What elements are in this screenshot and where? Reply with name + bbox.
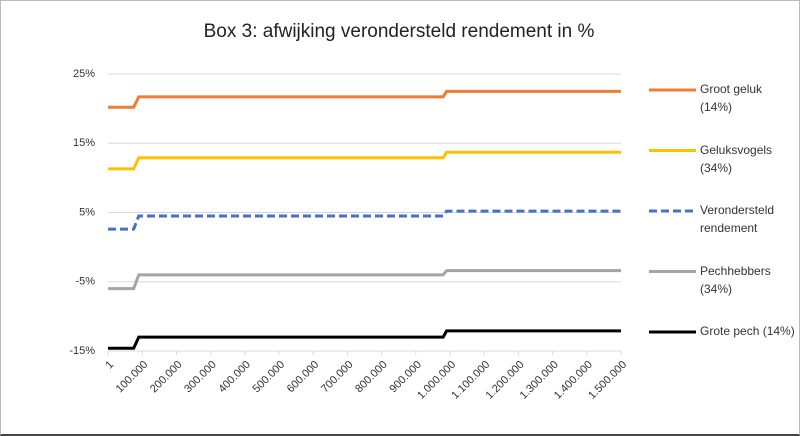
x-tick-label: 400.000 xyxy=(216,359,253,396)
x-tick-label: 800.000 xyxy=(353,359,390,396)
series-line xyxy=(108,329,621,350)
legend-label: Geluksvogels (34%) xyxy=(700,142,773,175)
series-line xyxy=(108,209,621,231)
y-tick-label: 5% xyxy=(79,206,95,218)
series-line xyxy=(108,269,621,291)
legend-label: Pechhebbers (34%) xyxy=(700,263,771,296)
x-tick-label: 1 xyxy=(103,359,116,372)
x-tick-label: 100.000 xyxy=(114,359,151,396)
x-tick-label: 300.000 xyxy=(182,359,219,396)
x-tick-label: 600.000 xyxy=(285,359,322,396)
x-tick-label: 700.000 xyxy=(319,359,356,396)
legend-label: Verondersteld rendement xyxy=(700,203,775,235)
y-tick-label: -15% xyxy=(69,345,95,357)
chart-title: Box 3: afwijking verondersteld rendement… xyxy=(204,21,595,42)
legend-label: Grote pech (14%) xyxy=(700,324,795,338)
x-tick-label: 500.000 xyxy=(251,359,288,396)
x-tick-label: 200.000 xyxy=(148,359,185,396)
y-tick-label: -5% xyxy=(75,276,95,288)
series-line xyxy=(108,89,621,109)
legend-label: Groot geluk (14%) xyxy=(700,82,763,114)
y-tick-label: 25% xyxy=(73,68,95,80)
series-line xyxy=(108,150,621,171)
y-tick-label: 15% xyxy=(73,137,95,149)
